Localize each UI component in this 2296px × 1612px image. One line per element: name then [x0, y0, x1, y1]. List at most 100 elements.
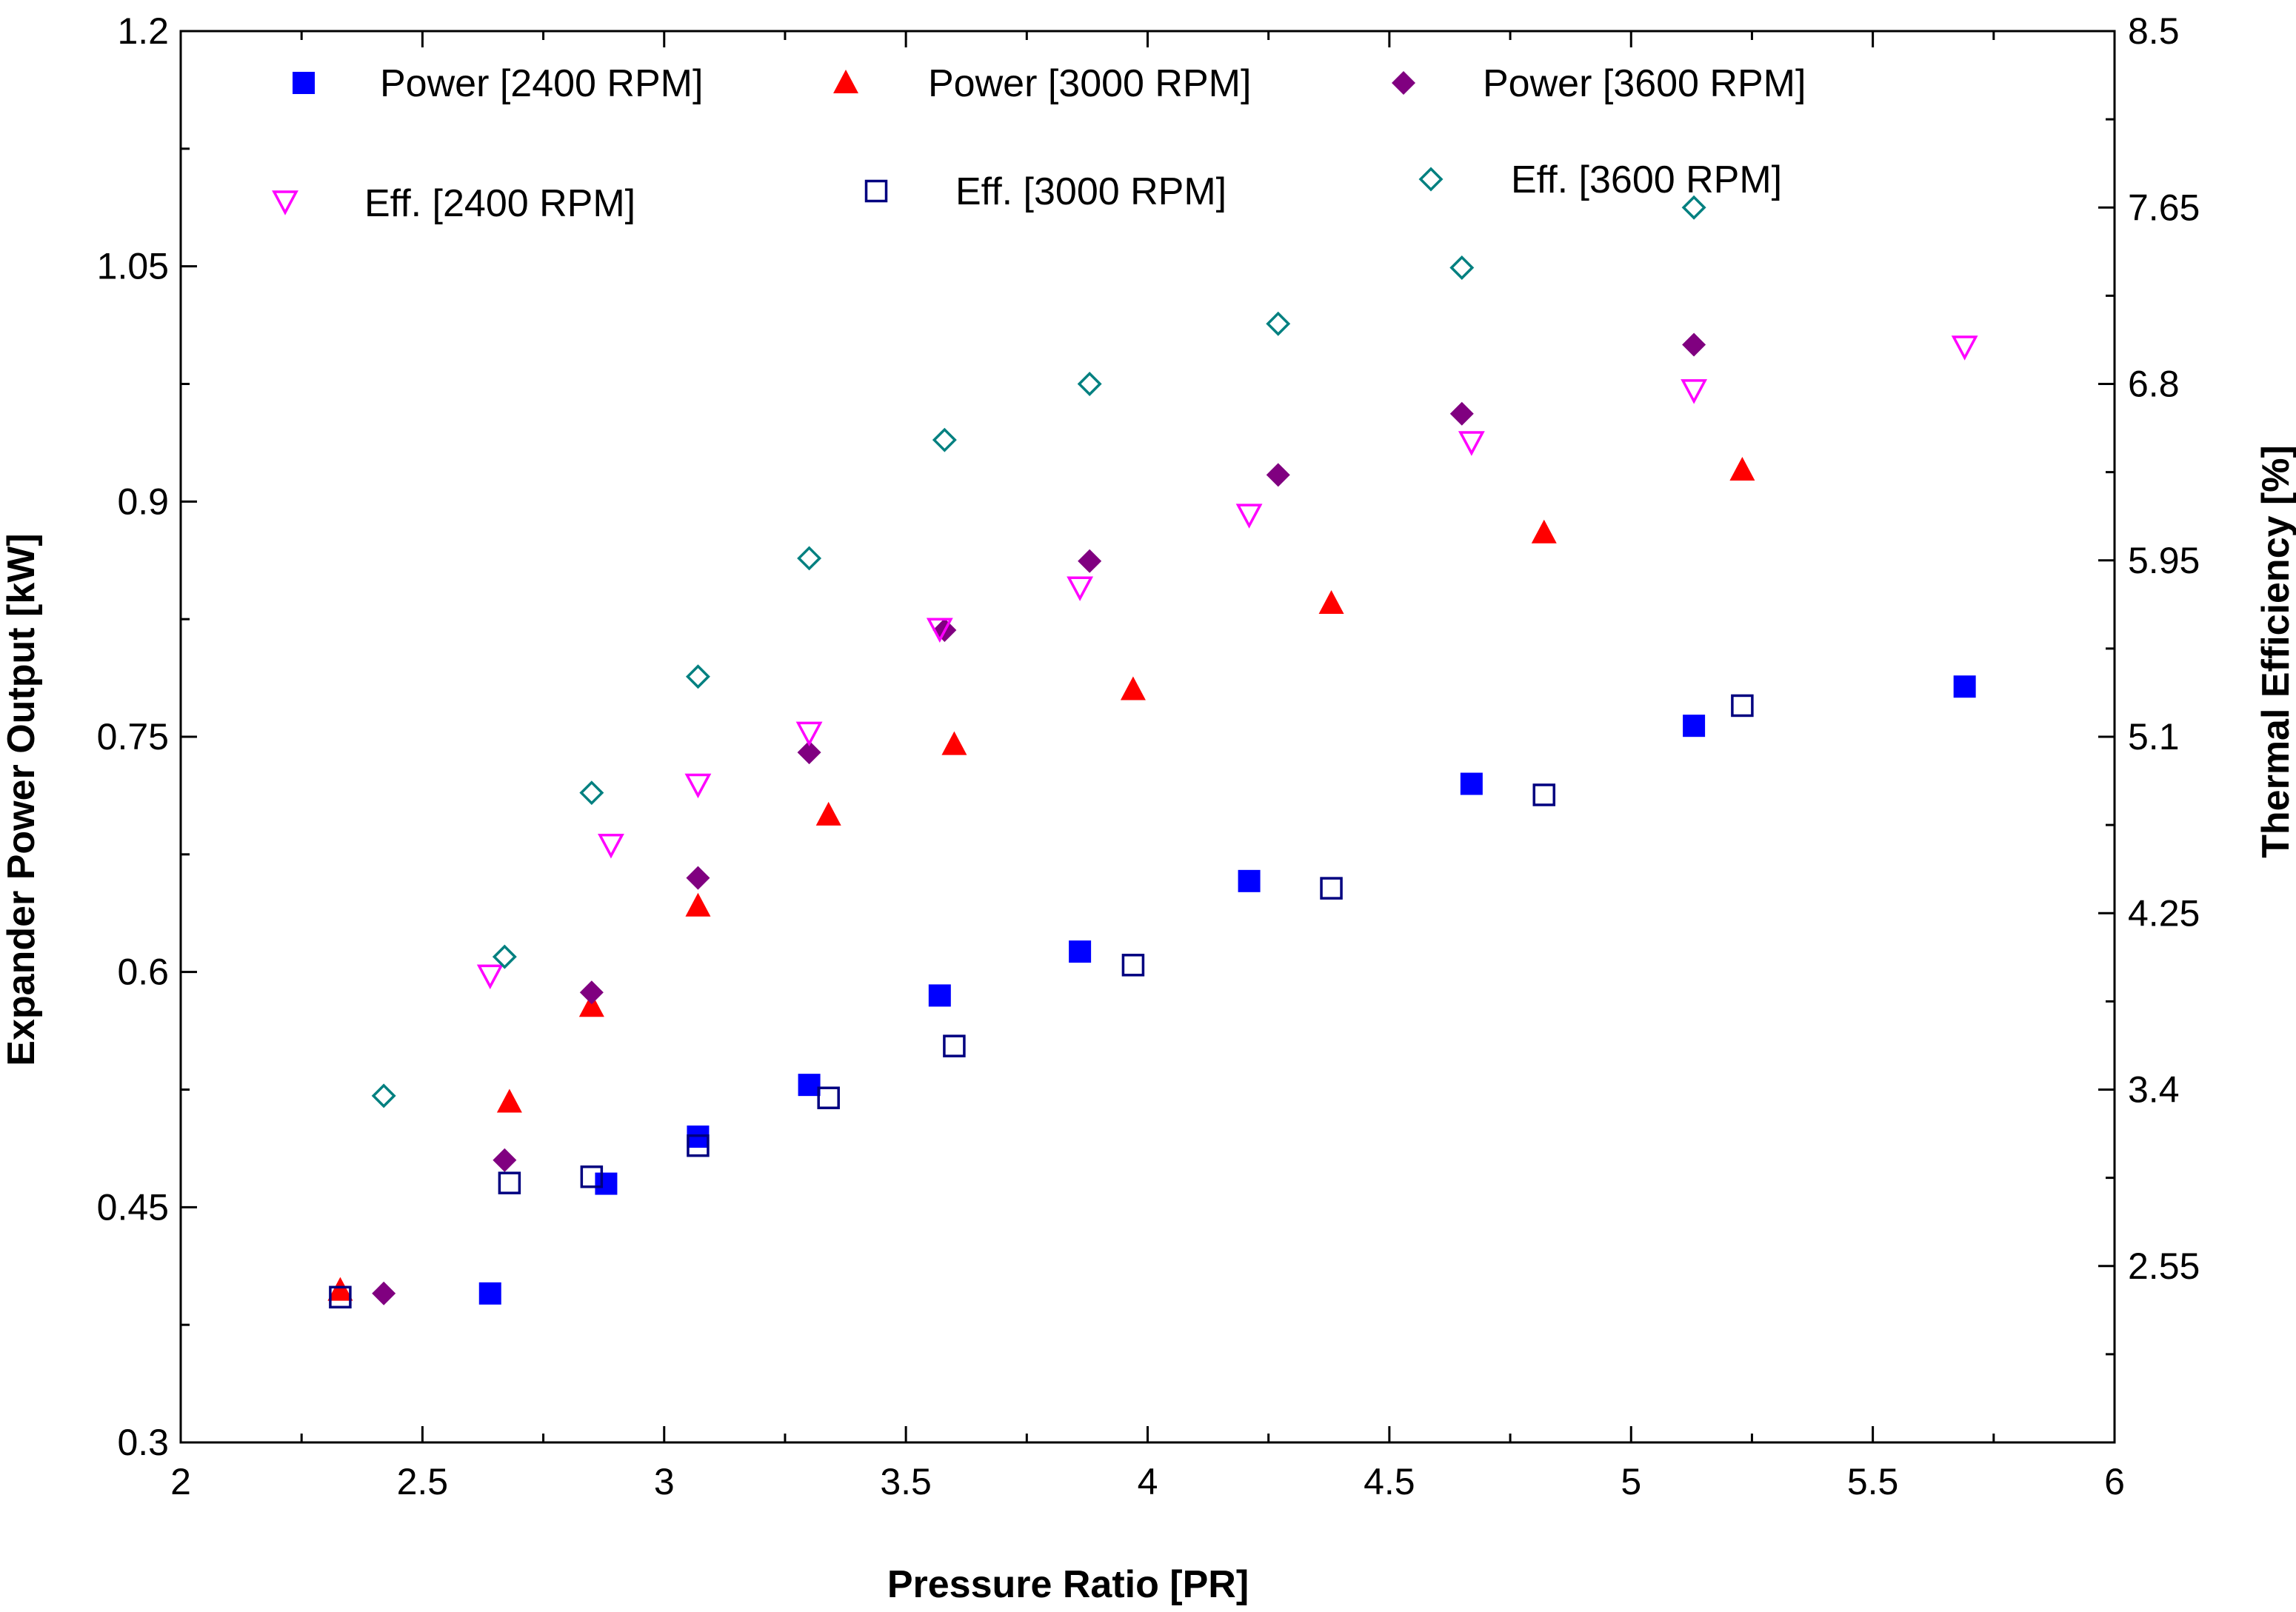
y2-axis-title: Thermal Efficiency [%]	[2255, 445, 2296, 858]
data-point	[1458, 431, 1485, 456]
data-point	[1266, 311, 1291, 336]
legend-entry: Power [3000 RPM]	[833, 62, 1251, 105]
x-tick-label: 3	[654, 1461, 675, 1502]
y-axis-title: Expander Power Output [kW]	[0, 533, 43, 1066]
y2-tick-label: 2.55	[2128, 1245, 2200, 1287]
legend-marker	[864, 179, 888, 203]
data-point	[579, 980, 604, 1005]
data-point	[941, 731, 967, 755]
data-point	[1683, 715, 1706, 738]
data-point	[1069, 940, 1092, 963]
data-point	[685, 664, 710, 689]
series-5	[329, 694, 1754, 1309]
data-point	[1077, 372, 1102, 396]
x-tick-label: 5	[1621, 1461, 1641, 1502]
data-point	[1951, 335, 1978, 361]
y-tick-label: 1.05	[97, 246, 169, 287]
data-point	[579, 780, 604, 806]
data-point	[797, 740, 821, 765]
y-tick-label: 0.6	[117, 952, 169, 993]
legend-marker	[1418, 167, 1444, 192]
data-point	[1449, 255, 1475, 281]
data-point	[496, 1088, 522, 1113]
data-point	[498, 1171, 521, 1194]
legend-label: Eff. [3000 RPM]	[955, 170, 1227, 213]
series-4	[476, 335, 1978, 990]
data-point	[1681, 379, 1708, 404]
data-point	[1682, 332, 1706, 357]
data-point	[1235, 504, 1263, 529]
x-axis-title: Pressure Ratio [PR]	[887, 1563, 1249, 1606]
data-point	[1238, 869, 1261, 892]
legend-label: Power [2400 RPM]	[380, 62, 703, 105]
x-tick-label: 5.5	[1847, 1461, 1899, 1502]
data-point	[797, 546, 822, 571]
data-point	[798, 1074, 821, 1097]
legend-entry: Eff. [3600 RPM]	[1418, 158, 1782, 201]
data-point	[578, 993, 604, 1017]
data-point	[932, 427, 957, 452]
y2-tick-label: 7.65	[2128, 187, 2200, 228]
legend-label: Eff. [2400 RPM]	[364, 182, 635, 225]
y-tick-label: 0.3	[117, 1422, 169, 1463]
data-point	[1120, 676, 1146, 700]
data-point	[372, 1281, 396, 1305]
data-point	[493, 1148, 517, 1172]
legend-marker	[833, 70, 858, 93]
data-point	[329, 1285, 352, 1309]
series-2	[327, 456, 1755, 1301]
legend-entry: Power [3600 RPM]	[1392, 62, 1806, 105]
y-tick-label: 1.2	[117, 10, 169, 52]
data-point	[943, 1034, 966, 1057]
data-point	[371, 1083, 396, 1108]
data-point	[1731, 694, 1754, 718]
data-point	[1681, 195, 1706, 220]
data-point	[684, 773, 712, 799]
data-point	[476, 964, 504, 990]
y2-tick-label: 6.8	[2128, 364, 2180, 405]
legend-entry: Eff. [2400 RPM]	[272, 182, 635, 225]
y2-tick-label: 3.4	[2128, 1069, 2180, 1111]
legend-marker	[293, 72, 315, 94]
y2-tick-label: 8.5	[2128, 10, 2180, 52]
data-point	[478, 1282, 501, 1305]
data-point	[815, 801, 841, 826]
y-tick-label: 0.9	[117, 481, 169, 522]
legend-entry: Power [2400 RPM]	[293, 62, 703, 105]
legend-marker	[272, 190, 298, 215]
x-tick-label: 4.5	[1364, 1461, 1415, 1502]
data-point	[1460, 772, 1483, 795]
data-point	[595, 1172, 618, 1195]
data-point	[1953, 675, 1976, 698]
data-point	[795, 721, 823, 747]
legend-label: Power [3600 RPM]	[1483, 62, 1806, 105]
x-tick-label: 2.5	[397, 1461, 449, 1502]
data-point	[1532, 783, 1556, 806]
data-point	[1729, 456, 1755, 481]
series-3	[372, 332, 1706, 1305]
y2-tick-label: 5.95	[2128, 540, 2200, 581]
x-tick-label: 2	[170, 1461, 191, 1502]
data-point	[580, 1165, 604, 1188]
data-point	[1266, 463, 1290, 487]
legend-entry: Eff. [3000 RPM]	[864, 170, 1227, 213]
data-point	[1078, 549, 1102, 573]
data-point	[492, 944, 517, 969]
y-tick-label: 0.45	[97, 1186, 169, 1228]
data-point	[817, 1086, 840, 1109]
y2-tick-label: 5.1	[2128, 716, 2180, 757]
data-point	[926, 618, 953, 643]
legend-label: Eff. [3600 RPM]	[1511, 158, 1782, 201]
x-tick-label: 3.5	[880, 1461, 932, 1502]
x-tick-label: 6	[2104, 1461, 2125, 1502]
y2-tick-label: 4.25	[2128, 892, 2200, 934]
data-point	[1121, 954, 1145, 977]
series-1	[478, 675, 1976, 1305]
data-point	[685, 892, 711, 917]
data-point	[1449, 401, 1474, 426]
legend-label: Power [3000 RPM]	[928, 62, 1251, 105]
x-tick-label: 4	[1138, 1461, 1158, 1502]
legend-marker	[1392, 71, 1415, 95]
data-point	[686, 866, 710, 890]
